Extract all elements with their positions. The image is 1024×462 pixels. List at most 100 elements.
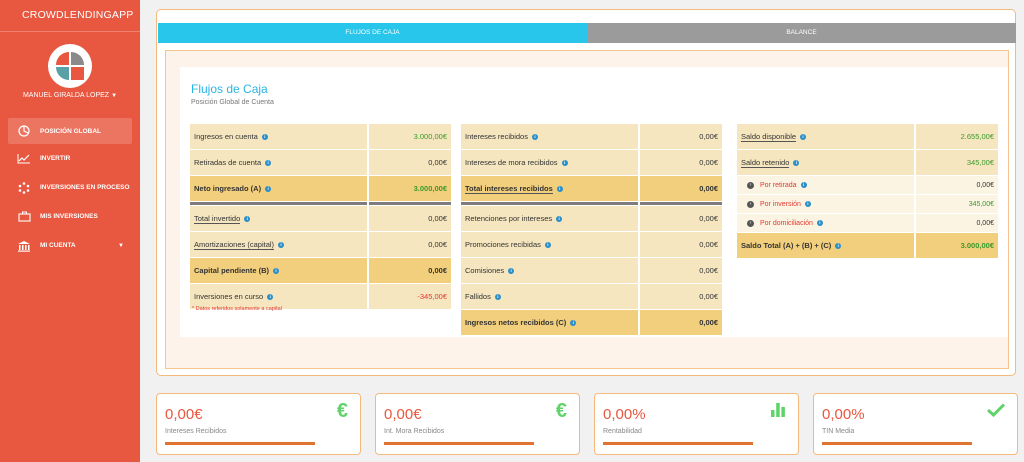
info-icon[interactable]: i bbox=[556, 215, 563, 222]
row-label: Saldo Total (A) + (B) + (C) bbox=[741, 241, 832, 250]
stat-bar bbox=[165, 442, 315, 445]
info-icon[interactable]: i bbox=[261, 133, 268, 140]
row-label: Neto ingresado (A) bbox=[194, 184, 262, 193]
info-icon[interactable]: i bbox=[804, 201, 811, 207]
info-icon[interactable]: i bbox=[835, 242, 842, 249]
tab-flujos-de-caja[interactable]: FLUJOS DE CAJA bbox=[158, 23, 587, 43]
capital-table: Ingresos en cuenta i 3.000,00€ Retiradas … bbox=[190, 124, 451, 310]
row-label: Por inversión bbox=[760, 200, 801, 208]
table-row-total: Ingresos netos recibidos (C) i 0,00€ bbox=[461, 310, 722, 335]
row-label: Inversiones en curso bbox=[194, 292, 264, 301]
table-row: Retiradas de cuenta i 0,00€ bbox=[190, 150, 451, 175]
row-value: 0,00€ bbox=[916, 176, 998, 194]
stat-value: 0,00€ bbox=[165, 406, 203, 423]
table-row-total: Neto ingresado (A) i 3.000,00€ bbox=[190, 176, 451, 201]
stat-label: Intereses Recibidos bbox=[165, 428, 227, 435]
info-icon[interactable]: i bbox=[800, 133, 807, 140]
arrow-right-icon: › bbox=[747, 200, 754, 208]
info-icon[interactable]: i bbox=[800, 182, 807, 188]
table-row-total: Capital pendiente (B) i 0,00€ bbox=[190, 258, 451, 283]
info-icon[interactable]: i bbox=[793, 159, 800, 166]
info-icon[interactable]: i bbox=[531, 133, 538, 140]
arrow-right-icon: › bbox=[747, 181, 754, 189]
info-icon[interactable]: i bbox=[561, 159, 568, 166]
table-row: Intereses recibidos i 0,00€ bbox=[461, 124, 722, 149]
stat-label: TIN Media bbox=[822, 428, 855, 435]
table-row: Promociones recibidas i 0,00€ bbox=[461, 232, 722, 257]
sidebar-nav: POSICIÓN GLOBAL INVERTIR INVERSIONES EN … bbox=[0, 118, 140, 260]
bank-icon bbox=[16, 239, 32, 253]
stat-bar bbox=[822, 442, 972, 445]
row-value: 345,00€ bbox=[916, 195, 998, 213]
info-icon[interactable]: i bbox=[278, 241, 285, 248]
stat-value: 0,00% bbox=[603, 406, 646, 423]
info-icon[interactable]: i bbox=[265, 185, 272, 192]
spinner-icon bbox=[16, 181, 32, 195]
row-value: 0,00€ bbox=[640, 284, 722, 309]
chevron-down-icon: ▼ bbox=[118, 242, 124, 249]
euro-icon: € bbox=[555, 400, 567, 422]
sidebar-item-invertir[interactable]: INVERTIR bbox=[0, 144, 140, 173]
card-subtitle: Posición Global de Cuenta bbox=[191, 99, 274, 106]
table-row: Saldo disponible i 2.655,00€ bbox=[737, 124, 998, 149]
avatar[interactable] bbox=[48, 44, 92, 88]
stat-value: 0,00% bbox=[822, 406, 865, 423]
user-menu[interactable]: MANUEL GIRALDA LOPEZ ▼ bbox=[0, 92, 140, 99]
sidebar-item-label: MI CUENTA bbox=[40, 242, 76, 249]
divider bbox=[190, 202, 451, 205]
sidebar-item-mi-cuenta[interactable]: MI CUENTA ▼ bbox=[0, 231, 140, 260]
info-icon[interactable]: i bbox=[570, 319, 577, 326]
sidebar-item-inversiones-en-proceso[interactable]: INVERSIONES EN PROCESO bbox=[0, 173, 140, 202]
row-value: 0,00€ bbox=[369, 232, 451, 257]
table-row: Amortizaciones (capital) i 0,00€ bbox=[190, 232, 451, 257]
table-row-sub: › Por retirada i 0,00€ bbox=[737, 176, 998, 194]
row-label: Ingresos en cuenta bbox=[194, 132, 258, 141]
sidebar-item-mis-inversiones[interactable]: MIS INVERSIONES bbox=[0, 202, 140, 231]
row-label: Promociones recibidas bbox=[465, 240, 541, 249]
row-label: Por retirada bbox=[760, 181, 797, 189]
row-value: 0,00€ bbox=[640, 124, 722, 149]
info-icon[interactable]: i bbox=[816, 220, 823, 226]
row-label-link[interactable]: Total intereses recibidos bbox=[465, 183, 553, 194]
row-value: 0,00€ bbox=[369, 150, 451, 175]
info-icon[interactable]: i bbox=[544, 241, 551, 248]
row-value: 345,00€ bbox=[916, 150, 998, 175]
row-label-link[interactable]: Saldo disponible bbox=[741, 131, 797, 142]
info-icon[interactable]: i bbox=[556, 185, 563, 192]
footnote: * Datos referidos solamente a capital bbox=[192, 306, 282, 312]
stat-label: Rentabilidad bbox=[603, 428, 642, 435]
sidebar-item-label: INVERTIR bbox=[40, 155, 71, 162]
divider bbox=[461, 202, 722, 205]
table-row: Total invertido i 0,00€ bbox=[190, 206, 451, 231]
row-value: 0,00€ bbox=[640, 206, 722, 231]
row-label-link[interactable]: Total invertido bbox=[194, 213, 241, 224]
row-value: 0,00€ bbox=[640, 176, 722, 201]
sidebar: CROWDLENDINGAPP MANUEL GIRALDA LOPEZ ▼ PO… bbox=[0, 0, 140, 462]
chevron-down-icon: ▼ bbox=[111, 93, 118, 99]
arrow-right-icon: › bbox=[747, 219, 754, 227]
row-value: 0,00€ bbox=[640, 310, 722, 335]
info-icon[interactable]: i bbox=[508, 267, 515, 274]
interest-table: Intereses recibidos i 0,00€ Intereses de … bbox=[461, 124, 722, 336]
info-icon[interactable]: i bbox=[267, 293, 274, 300]
bar-chart-icon bbox=[770, 400, 786, 423]
table-row: Ingresos en cuenta i 3.000,00€ bbox=[190, 124, 451, 149]
row-label-link[interactable]: Amortizaciones (capital) bbox=[194, 239, 275, 250]
info-icon[interactable]: i bbox=[494, 293, 501, 300]
tab-balance[interactable]: BALANCE bbox=[587, 23, 1016, 43]
brand-title[interactable]: CROWDLENDINGAPP bbox=[0, 0, 140, 32]
row-value: -345,00€ bbox=[369, 284, 451, 309]
table-row-sub: › Por inversión i 345,00€ bbox=[737, 195, 998, 213]
row-label: Capital pendiente (B) bbox=[194, 266, 270, 275]
info-icon[interactable]: i bbox=[244, 215, 251, 222]
info-icon[interactable]: i bbox=[265, 159, 272, 166]
stat-card-rentabilidad: 0,00% Rentabilidad bbox=[594, 393, 799, 455]
table-row-total: Total intereses recibidos i 0,00€ bbox=[461, 176, 722, 201]
row-label-link[interactable]: Saldo retenido bbox=[741, 157, 790, 168]
card-title: Flujos de Caja bbox=[191, 82, 268, 96]
row-value: 0,00€ bbox=[640, 232, 722, 257]
tab-content: Flujos de Caja Posición Global de Cuenta… bbox=[165, 50, 1009, 369]
info-icon[interactable]: i bbox=[273, 267, 280, 274]
stat-bar bbox=[384, 442, 534, 445]
sidebar-item-posicion-global[interactable]: POSICIÓN GLOBAL bbox=[8, 118, 132, 144]
